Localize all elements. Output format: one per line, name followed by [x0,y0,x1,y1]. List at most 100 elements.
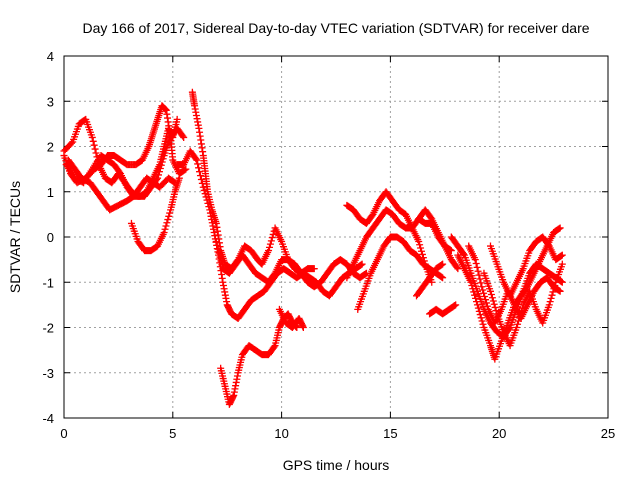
x-tick-label: 10 [274,426,288,441]
data-point [175,174,183,182]
data-point [517,307,525,315]
data-point [491,303,499,311]
data-point [469,285,477,293]
series-track-8 [212,238,318,286]
y-tick-label: 1 [47,185,54,200]
data-point [164,216,172,224]
data-point [518,304,526,312]
data-point [514,317,522,325]
data-point [418,250,426,258]
data-point [487,291,495,299]
data-point [470,288,478,296]
data-point [515,314,523,322]
data-point [482,296,490,304]
axes-ticks: 0 5 10 15 20 25 -4 -3 -2 -1 0 1 2 3 4 [42,49,615,441]
series-track-9 [217,310,301,408]
data-point [265,243,273,251]
data-point [200,186,208,194]
x-tick-label: 5 [169,426,176,441]
data-point [490,300,498,308]
series-track-20 [480,260,566,350]
data-point [91,145,99,153]
data-point [467,278,475,286]
y-tick-label: -4 [42,411,54,426]
data-point [180,133,188,141]
data-point [478,317,486,325]
data-point [548,291,556,299]
data-point [162,222,170,230]
data-point [215,249,223,257]
data-point [265,247,273,255]
data-point [558,251,566,259]
data-point [481,292,489,300]
x-tick-label: 25 [601,426,615,441]
data-point [166,209,174,217]
data-point [473,263,481,271]
data-point [439,260,447,268]
data-point [182,165,190,173]
data-point [447,247,455,255]
chart-title: Day 166 of 2017, Sidereal Day-to-day VTE… [82,20,589,36]
data-point [454,265,462,273]
series-track-14 [413,260,447,300]
data-point [513,324,521,331]
data-point [492,307,500,315]
data-point [556,224,564,232]
data-point [163,219,171,227]
data-point [452,301,460,309]
data-point [90,141,98,149]
data-point [195,164,203,172]
data-point [471,256,479,264]
data-point [558,260,566,268]
data-point [474,304,482,312]
data-point [477,279,485,287]
data-point [415,238,423,246]
data-point [193,156,201,164]
data-point [476,311,484,319]
series-track-10 [275,305,307,331]
series-track-21 [486,233,566,300]
data-point [192,155,200,163]
data-point [468,281,476,289]
data-point [558,278,566,286]
data-point [546,298,554,306]
data-point [472,260,480,268]
data-point [160,228,168,236]
data-point [267,237,275,245]
y-tick-label: -1 [42,275,54,290]
data-point [547,294,555,302]
data-point [179,132,187,140]
data-points [60,88,566,408]
series-track-11 [343,188,436,286]
y-tick-label: 3 [47,94,54,109]
x-tick-label: 0 [60,426,67,441]
data-point [478,283,486,291]
data-point [92,149,100,157]
series-track-5 [127,174,183,255]
data-point [161,225,169,233]
data-point [88,133,96,141]
data-point [89,137,97,145]
x-tick-label: 15 [383,426,397,441]
data-point [486,287,494,295]
data-point [545,301,553,309]
data-point [479,286,487,294]
data-point [216,253,224,261]
series-track-4 [64,156,179,214]
data-point [416,241,424,249]
data-point [550,285,558,293]
y-tick-label: 4 [47,49,54,64]
data-point [453,263,461,271]
y-tick-label: 2 [47,140,54,155]
data-point [268,234,276,242]
data-point [474,267,482,275]
data-point [472,294,480,302]
data-point [358,260,366,268]
data-point [214,245,222,253]
data-point [479,320,487,328]
y-tick-label: 0 [47,230,54,245]
data-point [439,274,447,282]
data-point [173,115,181,123]
data-point [417,247,425,255]
